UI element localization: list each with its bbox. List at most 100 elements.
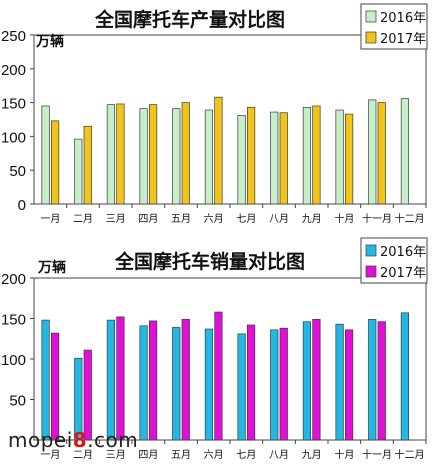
- x-tick-label: 十月: [334, 212, 354, 225]
- bar-series-a: [400, 98, 410, 205]
- x-tick-label: 二月: [73, 449, 93, 461]
- y-tick-label: 0: [18, 197, 26, 214]
- x-tick-label: 九月: [302, 213, 322, 225]
- bar-series-a: [139, 325, 148, 441]
- bar-series-b: [148, 104, 158, 205]
- bar-series-b: [83, 349, 92, 441]
- y-tick-label: 50: [9, 393, 26, 410]
- y-tick-label: 150: [1, 96, 26, 113]
- unit-label: 万辆: [37, 259, 66, 276]
- bar-series-a: [237, 333, 246, 441]
- legend-label: 2017年: [380, 32, 426, 47]
- bar-series-a: [139, 108, 148, 205]
- y-tick-label: 200: [1, 62, 26, 79]
- watermark-prefix: mopei: [8, 428, 73, 452]
- bar-series-a: [106, 104, 116, 205]
- bar-series-b: [214, 96, 223, 205]
- bar-series-b: [279, 327, 288, 441]
- y-tick-label: 100: [1, 129, 26, 146]
- bar-series-b: [214, 311, 223, 441]
- bar-series-b: [116, 316, 125, 441]
- bar-series-b: [279, 112, 288, 205]
- plot-area: [33, 34, 427, 205]
- y-tick-label: 250: [1, 28, 26, 45]
- bar-series-b: [344, 113, 354, 205]
- bar-series-b: [312, 105, 321, 205]
- chart-1: 0 50 100 150 200 250 一月 二月 三月 四月 五月 六月 七月 八月 九月 十月 十一月 十二…: [1, 3, 428, 225]
- chart-title: 全国摩托车产量对比图: [94, 8, 285, 31]
- bar-series-b: [83, 125, 92, 205]
- x-tick-label: 一月: [40, 213, 60, 225]
- bar-series-a: [400, 312, 410, 441]
- bar-series-a: [172, 108, 181, 205]
- bar-series-a: [335, 323, 344, 441]
- bar-series-a: [41, 105, 50, 205]
- x-tick-label: 四月: [138, 213, 158, 225]
- bar-series-b: [377, 102, 386, 205]
- bar-series-a: [106, 319, 116, 441]
- bar-series-a: [335, 109, 344, 205]
- bar-series-b: [181, 318, 190, 441]
- bar-series-a: [172, 327, 181, 441]
- y-tick-label: 50: [9, 163, 26, 180]
- x-tick-label: 十月: [334, 448, 354, 461]
- x-tick-label: 五月: [171, 449, 191, 461]
- x-tick-label: 四月: [138, 449, 158, 461]
- legend-label: 2016年: [380, 245, 426, 260]
- bar-series-a: [74, 357, 83, 441]
- bar-series-b: [50, 332, 60, 441]
- bar-series-a: [237, 115, 246, 205]
- x-tick-label: 九月: [302, 449, 322, 461]
- bar-series-b: [377, 321, 386, 441]
- x-tick-label: 六月: [204, 449, 224, 461]
- x-tick-label: 十一月: [362, 212, 392, 225]
- bar-series-a: [302, 321, 312, 441]
- y-tick-label: 150: [1, 312, 26, 329]
- bar-series-b: [312, 318, 321, 441]
- legend-label: 2017年: [380, 266, 426, 281]
- bar-series-a: [368, 318, 377, 441]
- bar-series-b: [148, 320, 158, 441]
- unit-label: 万辆: [35, 33, 64, 50]
- bar-series-a: [368, 99, 377, 205]
- y-tick-label: 100: [1, 352, 26, 369]
- bar-series-a: [41, 319, 50, 441]
- bar-series-a: [204, 328, 214, 441]
- x-tick-label: 十二月: [395, 448, 425, 461]
- x-tick-label: 三月: [106, 449, 126, 461]
- bar-series-a: [74, 138, 83, 205]
- watermark-text: mopei8.com: [8, 428, 138, 452]
- x-tick-label: 六月: [204, 213, 224, 225]
- bar-series-a: [302, 106, 312, 205]
- legend-swatch: [365, 244, 377, 257]
- bar-series-a: [270, 111, 279, 205]
- x-tick-label: 八月: [269, 449, 289, 461]
- bar-series-b: [246, 106, 256, 205]
- bar-series-b: [246, 324, 256, 441]
- legend-swatch: [365, 10, 377, 23]
- x-tick-label: 八月: [269, 213, 289, 225]
- plot-area: [33, 277, 427, 441]
- legend-label: 2016年: [380, 11, 426, 26]
- x-tick-label: 三月: [106, 213, 126, 225]
- x-tick-label: 一月: [40, 449, 60, 461]
- legend-swatch: [365, 265, 377, 278]
- bar-series-b: [344, 329, 354, 441]
- x-tick-label: 十二月: [395, 212, 425, 225]
- legend-swatch: [365, 31, 377, 44]
- bar-series-a: [270, 329, 279, 441]
- x-tick-label: 七月: [236, 213, 256, 225]
- watermark-suffix: .com: [87, 428, 139, 452]
- x-tick-label: 十一月: [362, 448, 392, 461]
- chart-2: 50 100 150 200 一月 二月 三月 四月 五月 六月 七月 八月 九月 十月 十一月 十二月 全国摩…: [1, 237, 428, 461]
- watermark-accent: 8: [72, 428, 88, 452]
- bar-series-b: [50, 120, 60, 205]
- x-tick-label: 二月: [73, 213, 93, 225]
- bar-series-a: [204, 109, 214, 205]
- chart-title: 全国摩托车销量对比图: [114, 250, 305, 273]
- bar-series-b: [181, 102, 190, 205]
- y-tick-label: 200: [1, 271, 26, 288]
- bar-series-b: [116, 103, 125, 205]
- x-tick-label: 七月: [236, 449, 256, 461]
